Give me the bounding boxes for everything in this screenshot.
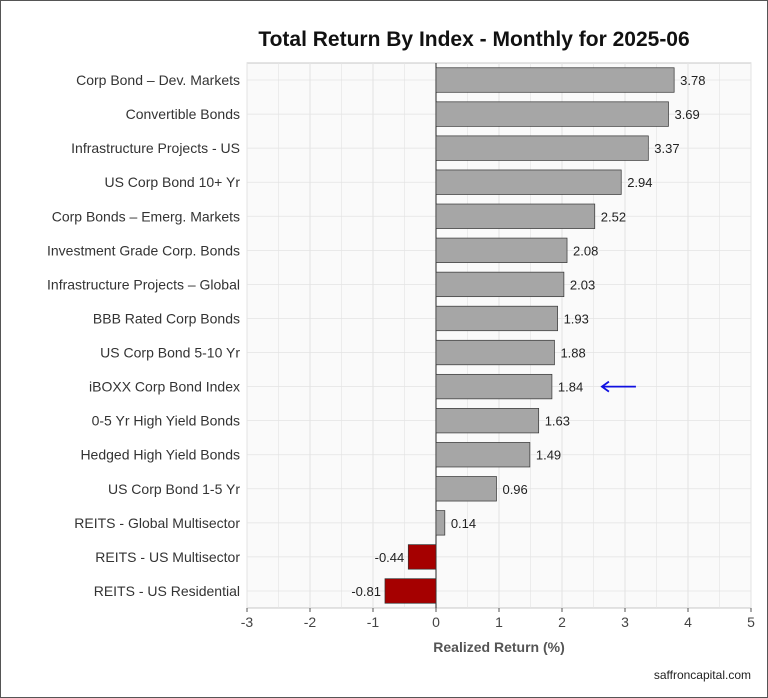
x-axis-title: Realized Return (%) xyxy=(433,639,564,655)
value-label: 3.78 xyxy=(680,73,705,88)
bar[interactable] xyxy=(407,544,437,570)
x-tick-label: 2 xyxy=(558,614,566,630)
category-label: Corp Bonds – Emerg. Markets xyxy=(52,208,240,224)
value-label: -0.44 xyxy=(375,550,405,565)
value-label: 1.93 xyxy=(564,311,589,326)
value-label: 0.96 xyxy=(502,482,527,497)
value-label: 2.03 xyxy=(570,277,595,292)
bar[interactable] xyxy=(435,339,555,366)
category-label: US Corp Bond 10+ Yr xyxy=(104,174,240,190)
bar[interactable] xyxy=(435,203,596,229)
value-label: 1.49 xyxy=(536,448,561,463)
bar[interactable] xyxy=(435,237,568,263)
bar[interactable] xyxy=(435,101,669,127)
bar[interactable] xyxy=(435,271,565,298)
category-label: US Corp Bond 1-5 Yr xyxy=(108,481,240,497)
bar[interactable] xyxy=(435,305,558,332)
x-tick-label: 4 xyxy=(684,614,692,630)
bar[interactable] xyxy=(435,373,553,400)
x-tick-label: -2 xyxy=(304,614,317,630)
value-label: 1.84 xyxy=(558,380,583,395)
category-label: US Corp Bond 5-10 Yr xyxy=(100,345,240,361)
value-label: 1.63 xyxy=(545,414,570,429)
value-label: 3.37 xyxy=(654,141,679,156)
bars: 3.78 3.69 3.37 2.94 2.52 2.08 2.03 1.93 1.88 1.84… xyxy=(351,67,705,604)
x-tick-label: 1 xyxy=(495,614,503,630)
x-tick-label: -3 xyxy=(241,614,254,630)
bar[interactable] xyxy=(435,510,446,536)
category-label: REITS - US Residential xyxy=(94,583,240,599)
category-label: Convertible Bonds xyxy=(126,106,240,122)
category-label: Corp Bond – Dev. Markets xyxy=(76,72,240,88)
category-labels: Corp Bond – Dev. Markets Convertible Bond… xyxy=(47,72,240,599)
chart-title: Total Return By Index - Monthly for 2025… xyxy=(258,28,689,51)
value-label: 3.69 xyxy=(674,107,699,122)
category-label: Hedged High Yield Bonds xyxy=(80,447,240,463)
x-tick-label: 5 xyxy=(747,614,755,630)
value-label: -0.81 xyxy=(351,584,381,599)
category-label: BBB Rated Corp Bonds xyxy=(93,310,240,326)
arrow-head-icon xyxy=(600,380,610,393)
category-label: REITS - Global Multisector xyxy=(74,515,240,531)
x-tick-label: 0 xyxy=(432,614,440,630)
category-label: REITS - US Multisector xyxy=(95,549,240,565)
bar[interactable] xyxy=(435,67,675,93)
highlighted-category-label: iBOXX Corp Bond Index xyxy=(89,379,240,395)
category-label: Investment Grade Corp. Bonds xyxy=(47,242,240,258)
value-label: 2.52 xyxy=(601,209,626,224)
value-label: 1.88 xyxy=(560,346,585,361)
x-tick-label: 3 xyxy=(621,614,629,630)
value-label: 2.08 xyxy=(573,243,598,258)
bar[interactable] xyxy=(435,476,497,502)
bar[interactable] xyxy=(384,578,437,604)
category-label: Infrastructure Projects - US xyxy=(71,140,240,156)
source-credit: saffroncapital.com xyxy=(654,668,751,682)
bar[interactable] xyxy=(435,442,531,468)
category-label: 0-5 Yr High Yield Bonds xyxy=(92,413,240,429)
category-label: Infrastructure Projects – Global xyxy=(47,276,240,292)
value-label: 0.14 xyxy=(451,516,476,531)
x-axis-ticks: -3 -2 -1 0 1 2 3 4 5 xyxy=(241,608,755,630)
value-label: 2.94 xyxy=(627,175,652,190)
bar[interactable] xyxy=(435,135,649,161)
x-tick-label: -1 xyxy=(367,614,380,630)
bar[interactable] xyxy=(435,169,622,195)
bar[interactable] xyxy=(435,408,540,434)
